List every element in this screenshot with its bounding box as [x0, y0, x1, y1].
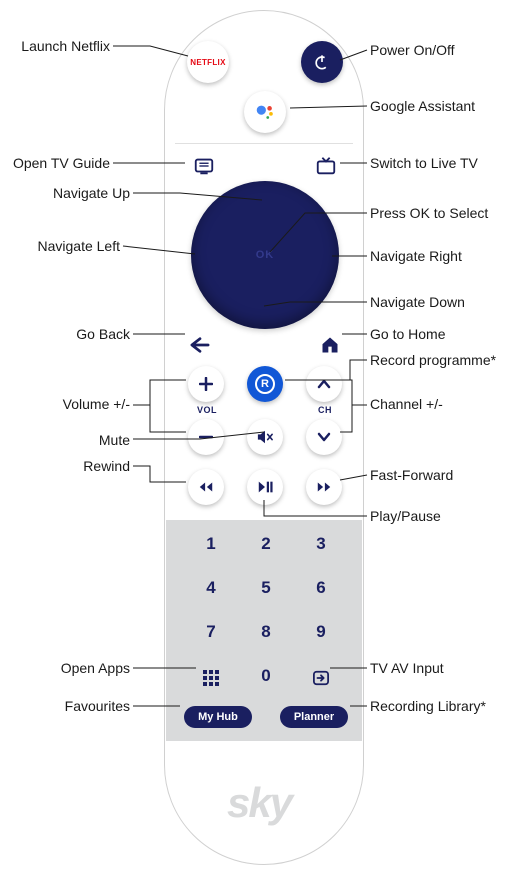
myhub-button[interactable]: My Hub — [184, 706, 252, 728]
apps-button[interactable] — [196, 666, 226, 690]
play-pause-button[interactable] — [247, 469, 283, 505]
chevron-up-icon — [317, 379, 331, 389]
label-favourites: Favourites — [40, 698, 130, 714]
input-icon — [312, 670, 330, 686]
label-back: Go Back — [50, 326, 130, 342]
label-nav-left: Navigate Left — [20, 238, 120, 254]
label-channel: Channel +/- — [370, 396, 443, 412]
key-6[interactable]: 6 — [306, 578, 336, 598]
label-mute: Mute — [80, 432, 130, 448]
netflix-button[interactable]: NETFLIX — [187, 41, 229, 83]
mute-icon — [256, 429, 274, 445]
key-5[interactable]: 5 — [251, 578, 281, 598]
guide-button[interactable] — [191, 153, 217, 179]
label-ok: Press OK to Select — [370, 205, 488, 221]
label-avinput: TV AV Input — [370, 660, 444, 676]
back-button[interactable] — [185, 333, 215, 357]
label-live: Switch to Live TV — [370, 155, 478, 171]
planner-button[interactable]: Planner — [280, 706, 348, 728]
minus-icon — [199, 435, 213, 439]
volume-up-button[interactable] — [188, 366, 224, 402]
record-icon: R — [255, 374, 275, 394]
tv-icon — [315, 155, 337, 177]
label-rewind: Rewind — [80, 458, 130, 474]
record-button[interactable]: R — [247, 366, 283, 402]
remote-body: NETFLIX OK — [164, 10, 364, 865]
volume-down-button[interactable] — [188, 419, 224, 455]
label-nav-down: Navigate Down — [370, 294, 465, 310]
dpad[interactable]: OK — [191, 181, 339, 329]
myhub-label: My Hub — [198, 711, 238, 723]
label-playpause: Play/Pause — [370, 508, 441, 524]
fast-forward-icon — [316, 481, 332, 493]
google-assistant-icon — [254, 101, 276, 123]
ok-button-label: OK — [256, 249, 275, 261]
key-2[interactable]: 2 — [251, 534, 281, 554]
home-icon — [320, 335, 340, 355]
key-0[interactable]: 0 — [251, 666, 281, 686]
live-tv-button[interactable] — [313, 153, 339, 179]
tv-guide-icon — [193, 155, 215, 177]
power-button[interactable] — [301, 41, 343, 83]
play-pause-icon — [257, 480, 273, 494]
label-volume: Volume +/- — [40, 396, 130, 412]
chevron-down-icon — [317, 432, 331, 442]
keypad-panel: 1 2 3 4 5 6 7 8 9 0 My Hub Planner — [166, 520, 362, 741]
home-button[interactable] — [315, 333, 345, 357]
label-ff: Fast-Forward — [370, 467, 453, 483]
label-nav-up: Navigate Up — [30, 185, 130, 201]
mute-button[interactable] — [247, 419, 283, 455]
key-1[interactable]: 1 — [196, 534, 226, 554]
apps-grid-icon — [203, 670, 219, 686]
channel-down-button[interactable] — [306, 419, 342, 455]
netflix-logo: NETFLIX — [190, 58, 225, 67]
label-guide: Open TV Guide — [10, 155, 110, 171]
rewind-button[interactable] — [188, 469, 224, 505]
label-record: Record programme* — [370, 352, 496, 368]
label-apps: Open Apps — [40, 660, 130, 676]
vol-label: VOL — [197, 405, 217, 415]
label-assistant: Google Assistant — [370, 98, 475, 114]
label-nav-right: Navigate Right — [370, 248, 462, 264]
power-icon — [312, 52, 332, 72]
label-power: Power On/Off — [370, 42, 455, 58]
fast-forward-button[interactable] — [306, 469, 342, 505]
channel-up-button[interactable] — [306, 366, 342, 402]
assistant-button[interactable] — [244, 91, 286, 133]
key-8[interactable]: 8 — [251, 622, 281, 642]
label-netflix: Launch Netflix — [10, 38, 110, 54]
sky-logo: sky — [227, 779, 291, 827]
back-arrow-icon — [189, 336, 211, 354]
key-3[interactable]: 3 — [306, 534, 336, 554]
plus-icon — [199, 377, 213, 391]
label-library: Recording Library* — [370, 698, 486, 714]
label-home: Go to Home — [370, 326, 445, 342]
av-input-button[interactable] — [306, 666, 336, 690]
ch-label: CH — [318, 405, 332, 415]
key-9[interactable]: 9 — [306, 622, 336, 642]
divider — [175, 143, 353, 144]
rewind-icon — [198, 481, 214, 493]
key-4[interactable]: 4 — [196, 578, 226, 598]
key-7[interactable]: 7 — [196, 622, 226, 642]
planner-label: Planner — [294, 711, 334, 723]
